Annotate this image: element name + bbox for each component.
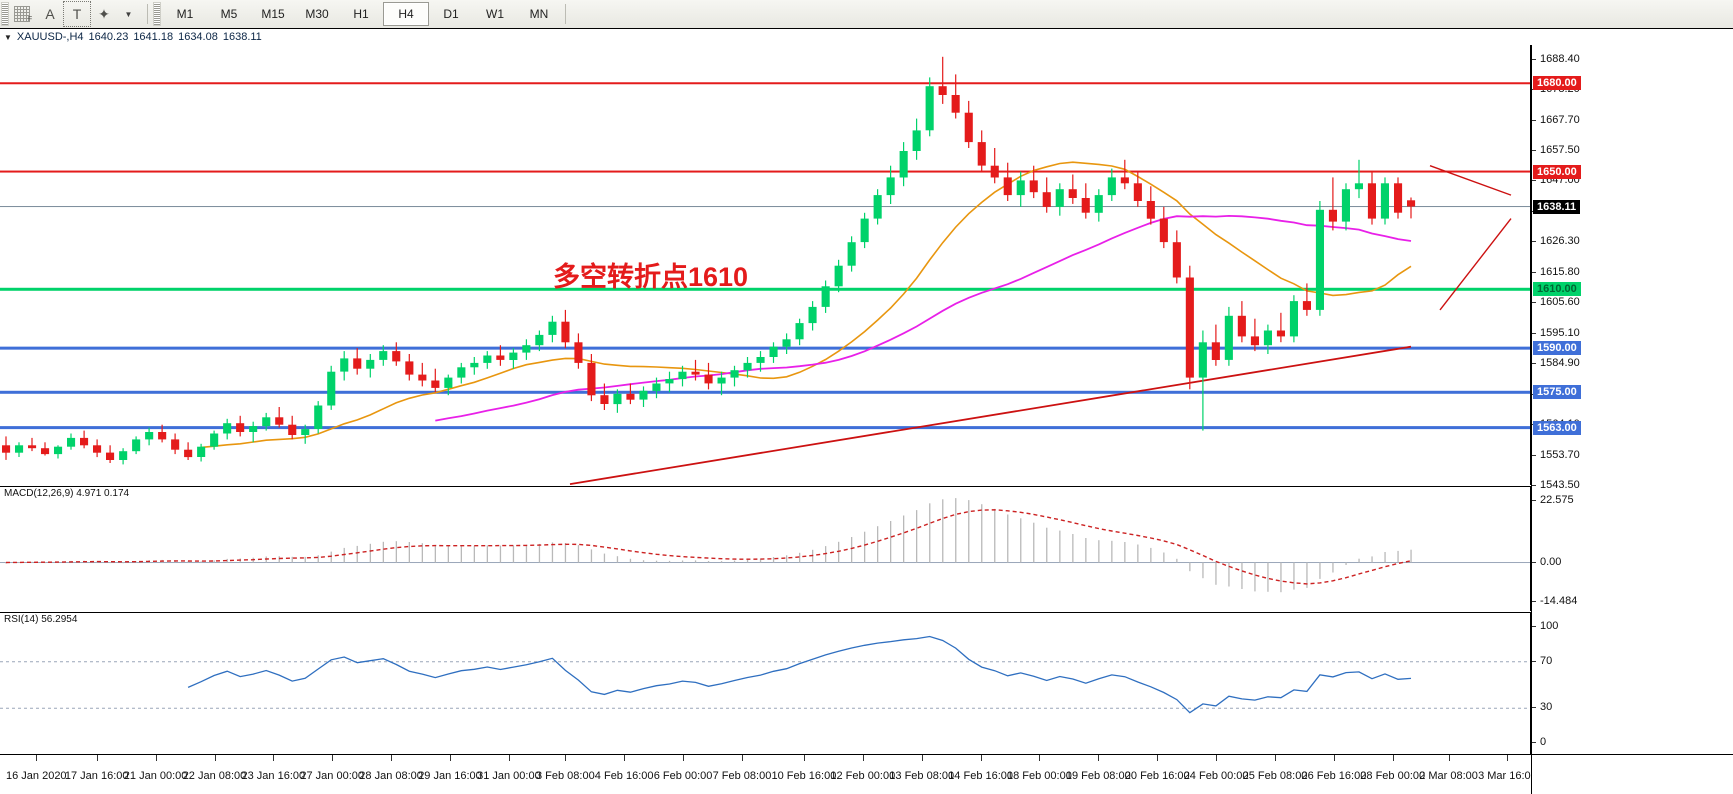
time-tick-label: 24 Feb 00:00 <box>1183 755 1249 782</box>
price-plot[interactable]: 多空转折点1610 <box>0 45 1531 485</box>
time-tick-label: 16 Jan 2020 <box>6 755 67 782</box>
rsi-series <box>0 635 1530 714</box>
timeframe-m5[interactable]: M5 <box>220 7 238 21</box>
grip-handle-icon[interactable] <box>1 2 9 26</box>
rsi-tick: 70 <box>1531 655 1552 667</box>
time-tick-label: 27 Jan 00:00 <box>300 755 365 782</box>
time-tick-label: 3 Mar 16:00 <box>1478 755 1537 782</box>
price-level-badge[interactable]: 1590.00 <box>1533 341 1581 356</box>
price-tick: 1626.30 <box>1532 235 1580 247</box>
time-tick-label: 14 Feb 16:00 <box>948 755 1014 782</box>
price-axis[interactable]: 1688.401678.201667.701657.501647.001636.… <box>1531 45 1733 754</box>
time-tick-label: 4 Feb 16:00 <box>594 755 654 782</box>
timeframe-m30[interactable]: M30 <box>305 7 329 21</box>
price-level-badge[interactable]: 1610.00 <box>1533 282 1581 297</box>
rsi-tick: 30 <box>1531 701 1552 713</box>
rsi-panel[interactable]: RSI(14) 56.2954 <box>0 612 1531 754</box>
macd-tick: -14.484 <box>1531 595 1577 607</box>
timeframe-h4[interactable]: H4 <box>383 2 429 26</box>
toolbar-divider-2 <box>565 4 566 24</box>
price-level-badge[interactable]: 1650.00 <box>1533 164 1581 179</box>
rsi-label: RSI(14) 56.2954 <box>4 614 78 625</box>
objects-icon[interactable]: ✦ <box>98 5 110 22</box>
ohlc-close: 1638.11 <box>222 31 262 43</box>
price-tick: 1657.50 <box>1532 144 1580 156</box>
price-tick: 1667.70 <box>1532 114 1580 126</box>
time-tick-label: 6 Feb 00:00 <box>653 755 713 782</box>
price-tick: 1615.80 <box>1532 266 1580 278</box>
symbol-ohlc-bar: ▼ XAUUSD-,H4 1640.23 1641.18 1634.08 163… <box>0 29 1531 45</box>
rsi-tick: 100 <box>1531 620 1558 632</box>
time-tick-label: 23 Jan 16:00 <box>241 755 306 782</box>
timeframe-mn[interactable]: MN <box>529 7 549 21</box>
crosshair-grid-icon[interactable]: F <box>11 2 37 26</box>
time-tick-label: 13 Feb 08:00 <box>889 755 955 782</box>
time-tick-label: 22 Jan 08:00 <box>182 755 247 782</box>
macd-panel[interactable]: MACD(12,26,9) 4.971 0.174 <box>0 486 1531 611</box>
ohlc-open: 1640.23 <box>88 31 129 43</box>
price-tick: 1553.70 <box>1532 449 1580 461</box>
time-tick-label: 18 Feb 00:00 <box>1007 755 1072 782</box>
price-tick: 1688.40 <box>1532 53 1580 65</box>
macd-label: MACD(12,26,9) 4.971 0.174 <box>4 488 130 499</box>
candlestick-series <box>0 56 1530 485</box>
chart-menu-caret-icon[interactable]: ▼ <box>4 32 12 42</box>
timeframe-h1[interactable]: H1 <box>353 7 369 21</box>
price-level-badge[interactable]: 1638.11 <box>1533 199 1581 214</box>
time-tick-label: 7 Feb 08:00 <box>712 755 772 782</box>
time-tick-label: 25 Feb 08:00 <box>1242 755 1308 782</box>
dropdown-caret-icon[interactable]: ▼ <box>124 9 133 19</box>
chart-annotation-text[interactable]: 多空转折点1610 <box>553 262 749 292</box>
timeframe-d1[interactable]: D1 <box>443 7 459 21</box>
price-tick: 1595.10 <box>1532 327 1580 339</box>
time-tick-label: 2 Mar 08:00 <box>1419 755 1478 782</box>
chart-frame: ▼ XAUUSD-,H4 1640.23 1641.18 1634.08 163… <box>0 28 1733 794</box>
time-tick-label: 12 Feb 00:00 <box>830 755 896 782</box>
timeframe-grip-icon[interactable] <box>153 2 161 26</box>
time-tick-label: 17 Jan 16:00 <box>64 755 129 782</box>
time-tick-label: 21 Jan 00:00 <box>123 755 188 782</box>
price-tick: 1605.60 <box>1532 296 1580 308</box>
ohlc-low: 1634.08 <box>178 31 218 43</box>
time-tick-label: 20 Feb 16:00 <box>1124 755 1190 782</box>
time-tick-label: 26 Feb 16:00 <box>1301 755 1367 782</box>
macd-tick: 0.00 <box>1531 556 1561 568</box>
time-tick-label: 29 Jan 16:00 <box>418 755 482 782</box>
price-tick: 1584.90 <box>1532 357 1580 369</box>
rsi-tick: 0 <box>1531 736 1546 748</box>
price-level-badge[interactable]: 1575.00 <box>1533 385 1581 400</box>
timeframe-m1[interactable]: M1 <box>176 7 194 21</box>
timeframe-w1[interactable]: W1 <box>486 7 504 21</box>
toolbar-divider <box>147 4 148 24</box>
symbol-label: XAUUSD-,H4 <box>16 31 84 43</box>
axis-corner <box>1531 754 1733 794</box>
text-label-icon[interactable]: A <box>45 6 55 22</box>
price-tick: 1543.50 <box>1532 479 1580 491</box>
ohlc-high: 1641.18 <box>133 31 174 43</box>
time-tick-label: 28 Feb 00:00 <box>1360 755 1426 782</box>
time-axis[interactable]: 16 Jan 2020 17 Jan 16:00 21 Jan 00:00 22 Ja… <box>0 754 1537 794</box>
macd-series <box>0 498 1530 593</box>
time-tick-label: 10 Feb 16:00 <box>771 755 837 782</box>
toolbar: F A T ✦ ▼ M1 M5 M15 M30 H1 H4 D1 W1 MN <box>0 0 1733 29</box>
price-level-badge[interactable]: 1563.00 <box>1533 420 1581 435</box>
time-tick-label: 31 Jan 00:00 <box>477 755 541 782</box>
text-box-icon[interactable]: T <box>63 1 91 27</box>
timeframe-m15[interactable]: M15 <box>261 7 285 21</box>
price-level-badge[interactable]: 1680.00 <box>1533 76 1581 91</box>
time-tick-label: 3 Feb 08:00 <box>536 755 595 782</box>
time-tick-label: 28 Jan 08:00 <box>359 755 423 782</box>
time-tick-label: 19 Feb 08:00 <box>1065 755 1131 782</box>
macd-tick: 22.575 <box>1532 494 1574 506</box>
